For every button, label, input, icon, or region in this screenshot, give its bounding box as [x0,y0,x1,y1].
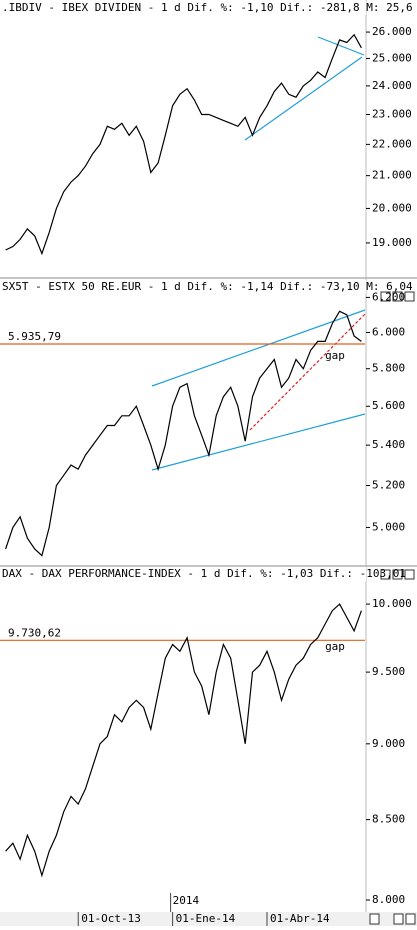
x-tick-label: 01-Abr-14 [270,912,330,925]
y-tick-label: 5.600 [372,399,405,412]
chart-title: .IBDIV - IBEX DIVIDEN - 1 d Dif. %: -1,1… [2,1,413,14]
price-line [5,603,362,878]
y-tick-label: 9.500 [372,665,405,678]
y-tick-label: 5.200 [372,478,405,491]
annotation: gap [325,349,345,362]
y-tick-label: 21.000 [372,169,412,182]
scroll-button[interactable] [393,913,404,925]
y-tick-label: 20.000 [372,201,412,214]
y-tick-label: 6.200 [372,290,405,303]
y-tick-label: 23.000 [372,107,412,120]
date-axis [0,912,417,926]
y-tick-label: 10.000 [372,597,412,610]
price-line [5,310,362,557]
x-tick-label: 01-Oct-13 [81,912,141,925]
y-tick-label: 26.000 [372,25,412,38]
y-tick-label: 8.000 [372,893,405,906]
y-tick-label: 8.500 [372,813,405,826]
trend-line [249,313,366,431]
trend-line [151,309,366,387]
minimize-button[interactable] [380,569,391,580]
header-bg [0,280,366,294]
chart-title: DAX - DAX PERFORMANCE-INDEX - 1 d Dif. %… [2,567,406,580]
close-button[interactable] [404,569,415,580]
maximize-button[interactable] [392,569,403,580]
scroll-button[interactable] [369,913,380,925]
y-tick-label: 22.000 [372,137,412,150]
chart-title: SX5T - ESTX 50 RE.EUR - 1 d Dif. %: -1,1… [2,280,413,293]
trend-line [151,413,366,471]
close-button[interactable] [404,291,415,302]
y-tick-label: 5.400 [372,438,405,451]
header-bg [0,567,366,581]
minimize-button[interactable] [380,291,391,302]
y-tick-label: 5.800 [372,362,405,375]
trend-line [317,36,365,56]
annotation: gap [325,640,345,653]
y-tick-label: 25.000 [372,51,412,64]
x-tick-label: 01-Ene-14 [176,912,236,925]
level-label: 5.935,79 [8,330,61,343]
trend-line [244,56,363,141]
y-tick-label: 6.000 [372,325,405,338]
y-tick-label: 19.000 [372,236,412,249]
header-bg [0,1,366,15]
y-tick-label: 5.000 [372,520,405,533]
scroll-button[interactable] [405,913,416,925]
year-label: 2014 [173,894,200,907]
maximize-button[interactable] [392,291,403,302]
level-label: 9.730,62 [8,626,61,639]
price-line [5,33,362,256]
y-tick-label: 9.000 [372,737,405,750]
y-tick-label: 24.000 [372,79,412,92]
toolbar-icons [369,291,416,925]
trend-lines [151,36,366,471]
